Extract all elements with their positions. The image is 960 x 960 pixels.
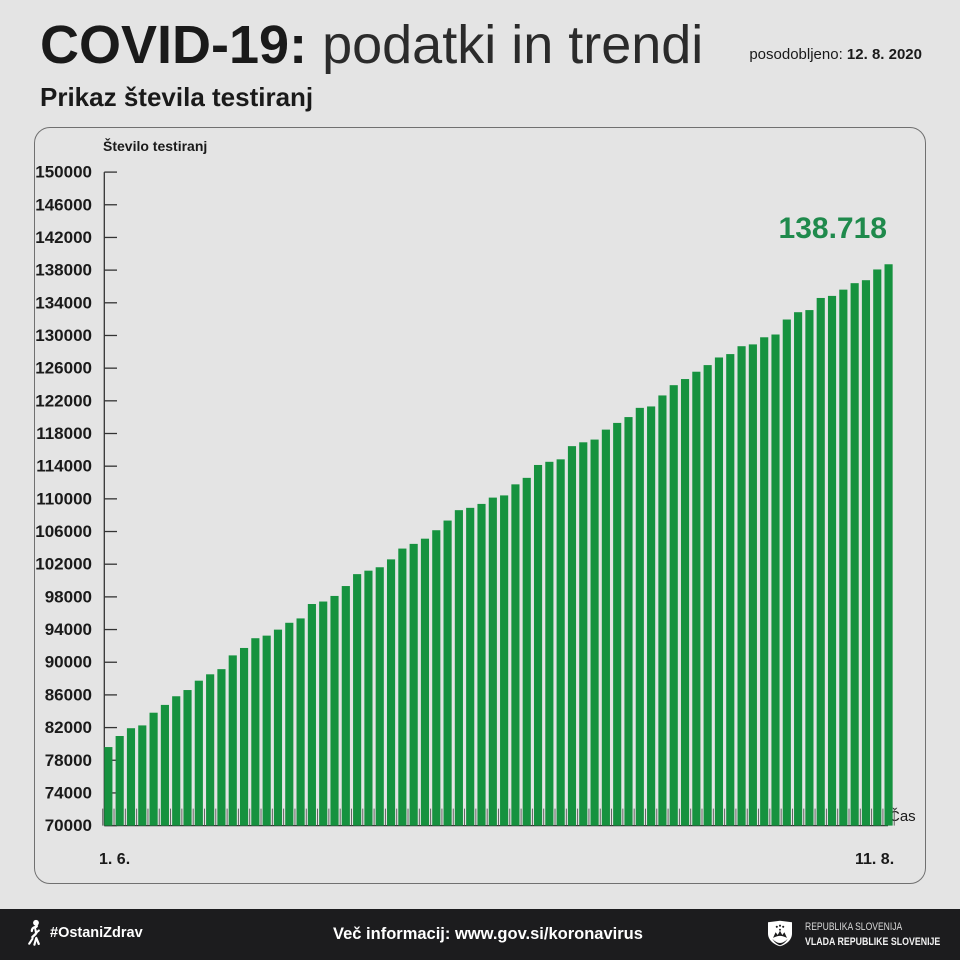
svg-text:118000: 118000	[36, 424, 92, 443]
svg-text:150000: 150000	[35, 163, 92, 182]
svg-text:94000: 94000	[45, 620, 92, 639]
svg-text:138000: 138000	[35, 261, 92, 280]
svg-text:126000: 126000	[35, 359, 92, 378]
svg-text:122000: 122000	[35, 391, 92, 410]
svg-text:106000: 106000	[35, 522, 92, 541]
svg-text:70000: 70000	[45, 816, 92, 835]
svg-text:130000: 130000	[35, 326, 92, 345]
svg-text:110000: 110000	[36, 489, 92, 508]
svg-text:78000: 78000	[45, 751, 92, 770]
svg-text:90000: 90000	[45, 653, 92, 672]
svg-text:134000: 134000	[35, 293, 92, 312]
svg-text:102000: 102000	[35, 555, 92, 574]
svg-text:82000: 82000	[45, 718, 92, 737]
svg-text:146000: 146000	[35, 195, 92, 214]
svg-text:142000: 142000	[35, 228, 92, 247]
svg-text:98000: 98000	[45, 587, 92, 606]
svg-text:86000: 86000	[45, 685, 92, 704]
svg-text:74000: 74000	[45, 783, 92, 802]
svg-text:114000: 114000	[36, 457, 92, 476]
